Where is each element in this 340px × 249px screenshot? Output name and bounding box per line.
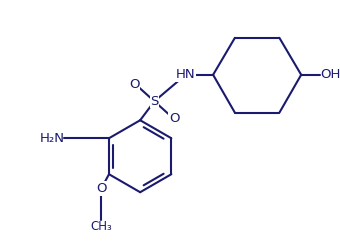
Text: O: O (96, 182, 107, 195)
Text: HN: HN (176, 68, 195, 81)
Text: O: O (129, 78, 140, 91)
Text: OH: OH (320, 68, 340, 81)
Text: CH₃: CH₃ (90, 220, 112, 233)
Text: H₂N: H₂N (39, 132, 64, 145)
Text: S: S (150, 95, 158, 108)
Text: O: O (169, 112, 180, 125)
